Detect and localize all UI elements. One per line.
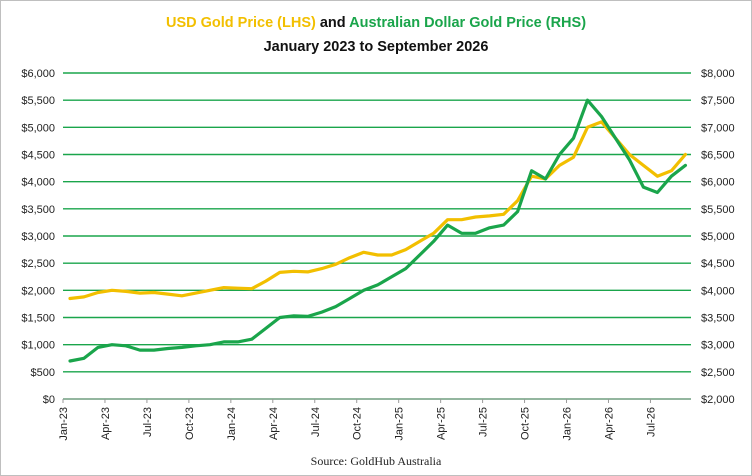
left-tick-label: $5,500 — [21, 95, 55, 107]
left-tick-label: $4,000 — [21, 177, 55, 189]
right-tick-label: $7,000 — [701, 122, 735, 134]
x-tick-label: Oct-25 — [520, 407, 532, 440]
series-layer — [68, 98, 688, 363]
left-tick-label: $500 — [31, 367, 55, 379]
x-axis: Jan-23 Apr-23 Jul-23 Oct-23 Jan-24 Apr-24 Jul-… — [58, 398, 691, 441]
x-tick-label: Oct-23 — [184, 407, 196, 440]
title-aud-part: Australian Dollar Gold Price (RHS) — [349, 15, 586, 31]
x-tick-label: Jul-26 — [645, 407, 657, 437]
gridlines — [63, 72, 691, 400]
left-tick-label: $5,000 — [21, 122, 55, 134]
right-tick-label: $2,500 — [701, 367, 735, 379]
left-tick-label: $4,500 — [21, 150, 55, 162]
right-axis: $2,000 $2,500 $3,000 $3,500 $4,000 $4,500 $5,0… — [701, 68, 735, 406]
x-tick-label: Jan-23 — [58, 407, 70, 441]
right-tick-label: $4,000 — [701, 285, 735, 297]
right-tick-label: $3,500 — [701, 313, 735, 325]
left-tick-label: $2,500 — [21, 258, 55, 270]
right-tick-label: $3,000 — [701, 340, 735, 352]
right-tick-label: $6,000 — [701, 177, 735, 189]
left-tick-label: $0 — [43, 394, 55, 406]
right-tick-label: $7,500 — [701, 95, 735, 107]
right-tick-label: $8,000 — [701, 68, 735, 80]
x-tick-label: Jan-24 — [226, 407, 238, 441]
title-and-part: and — [316, 15, 349, 31]
right-tick-label: $2,000 — [701, 394, 735, 406]
x-tick-label: Apr-24 — [268, 407, 280, 440]
usd-gold-price-line — [68, 120, 688, 301]
title-usd-part: USD Gold Price (LHS) — [166, 15, 316, 31]
x-tick-label: Jul-25 — [478, 407, 490, 437]
chart-subtitle: January 2023 to September 2026 — [264, 39, 489, 55]
x-tick-label: Jul-24 — [310, 407, 322, 437]
aud-gold-price-line — [68, 98, 688, 363]
chart-title: USD Gold Price (LHS) and Australian Doll… — [166, 15, 586, 31]
x-tick-label: Apr-23 — [100, 407, 112, 440]
left-tick-label: $2,000 — [21, 285, 55, 297]
left-tick-label: $3,500 — [21, 204, 55, 216]
left-tick-label: $6,000 — [21, 68, 55, 80]
source-note: Source: GoldHub Australia — [311, 454, 442, 468]
right-tick-label: $5,500 — [701, 204, 735, 216]
x-tick-label: Oct-24 — [352, 407, 364, 440]
x-tick-label: Jul-23 — [142, 407, 154, 437]
left-axis: $0 $500 $1,000 $1,500 $2,000 $2,500 $3,000 $3,5… — [21, 68, 55, 406]
left-tick-label: $1,500 — [21, 313, 55, 325]
x-tick-label: Jan-26 — [562, 407, 574, 441]
right-tick-label: $4,500 — [701, 258, 735, 270]
right-tick-label: $6,500 — [701, 150, 735, 162]
x-tick-label: Apr-25 — [436, 407, 448, 440]
x-tick-label: Jan-25 — [394, 407, 406, 441]
left-tick-label: $3,000 — [21, 231, 55, 243]
left-tick-label: $1,000 — [21, 340, 55, 352]
x-tick-label: Apr-26 — [603, 407, 615, 440]
right-tick-label: $5,000 — [701, 231, 735, 243]
